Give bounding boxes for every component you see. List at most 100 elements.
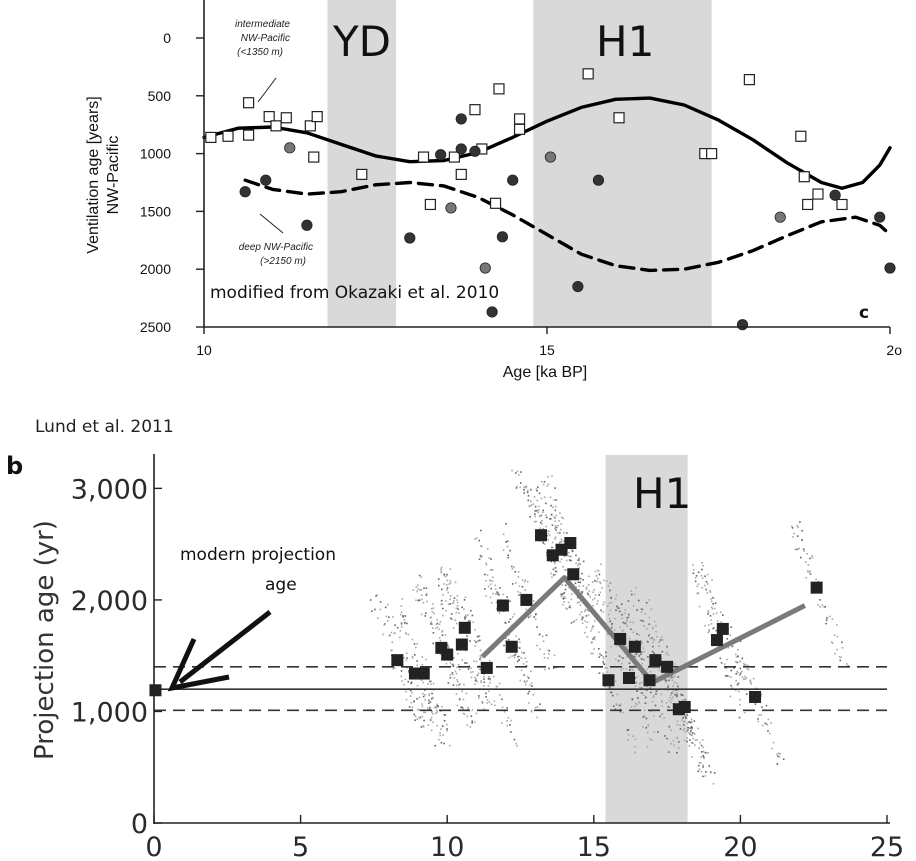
uncertainty-dot	[598, 672, 601, 674]
uncertainty-dot	[554, 517, 556, 519]
deep-point	[544, 151, 557, 163]
top-y-axis-title-1: Ventilation age [years]	[85, 96, 102, 253]
uncertainty-dot	[611, 622, 613, 625]
uncertainty-dot	[413, 713, 416, 716]
uncertainty-dot	[745, 663, 747, 666]
uncertainty-dot	[480, 556, 483, 558]
uncertainty-dot	[525, 661, 528, 663]
uncertainty-dot	[443, 719, 446, 722]
uncertainty-dot	[521, 585, 524, 588]
intermediate-label-1: intermediate	[235, 19, 290, 30]
uncertainty-dot	[630, 593, 633, 596]
uncertainty-dot	[587, 584, 590, 586]
uncertainty-dot	[434, 744, 436, 747]
uncertainty-dot	[474, 683, 476, 686]
uncertainty-dot	[745, 677, 748, 679]
uncertainty-dot	[490, 558, 492, 560]
uncertainty-dot	[579, 613, 581, 616]
uncertainty-dot	[418, 574, 421, 577]
uncertainty-dot	[603, 601, 606, 604]
uncertainty-dot	[504, 637, 507, 639]
uncertainty-dot	[735, 661, 737, 663]
uncertainty-dot	[545, 514, 547, 517]
uncertainty-dot	[562, 597, 564, 600]
uncertainty-dot	[707, 613, 709, 615]
uncertainty-dot	[639, 653, 642, 656]
uncertainty-dot	[819, 598, 821, 601]
uncertainty-dot	[697, 727, 699, 730]
uncertainty-dot	[405, 659, 408, 661]
uncertainty-dot	[652, 645, 654, 648]
bottom-x-tick-label: 10	[430, 832, 464, 861]
intermediate-point	[706, 148, 718, 160]
uncertainty-dot	[644, 612, 647, 615]
uncertainty-dot	[450, 617, 452, 620]
intermediate-point	[743, 74, 755, 86]
uncertainty-dot	[519, 641, 521, 643]
uncertainty-dot	[570, 588, 573, 591]
uncertainty-dot	[570, 555, 572, 558]
intermediate-point	[448, 151, 460, 163]
uncertainty-dot	[725, 675, 728, 678]
uncertainty-dot	[823, 606, 825, 608]
uncertainty-dot	[599, 582, 602, 585]
uncertainty-dot	[421, 692, 424, 695]
uncertainty-dot	[441, 603, 443, 605]
uncertainty-dot	[400, 622, 403, 625]
uncertainty-dot	[432, 713, 434, 715]
uncertainty-dot	[782, 758, 785, 760]
uncertainty-dot	[731, 687, 734, 689]
uncertainty-dot	[576, 601, 579, 604]
uncertainty-dot	[473, 660, 475, 662]
uncertainty-dot	[609, 609, 612, 612]
uncertainty-dot	[563, 595, 565, 598]
uncertainty-dot	[423, 719, 425, 722]
uncertainty-dot	[578, 557, 581, 560]
uncertainty-dot	[779, 753, 781, 755]
uncertainty-dot	[514, 571, 517, 573]
uncertainty-dot	[384, 606, 387, 609]
uncertainty-dot	[530, 504, 533, 506]
uncertainty-dot	[661, 700, 663, 702]
projection-point	[520, 593, 533, 606]
uncertainty-dot	[690, 720, 693, 723]
uncertainty-dot	[533, 496, 536, 498]
uncertainty-dot	[538, 634, 540, 636]
uncertainty-dot	[796, 524, 799, 527]
uncertainty-dot	[686, 737, 688, 739]
uncertainty-dot	[524, 684, 527, 686]
uncertainty-dot	[735, 673, 738, 675]
uncertainty-dot	[564, 569, 566, 571]
uncertainty-dot	[805, 576, 807, 579]
uncertainty-dot	[791, 527, 794, 529]
uncertainty-dot	[568, 606, 571, 609]
uncertainty-dot	[496, 591, 499, 593]
uncertainty-dot	[581, 592, 583, 594]
uncertainty-dot	[552, 574, 555, 576]
uncertainty-dot	[627, 728, 630, 731]
uncertainty-dot	[698, 747, 700, 749]
uncertainty-dot	[619, 626, 621, 628]
uncertainty-dot	[691, 755, 693, 758]
uncertainty-dot	[703, 757, 705, 759]
uncertainty-dot	[702, 746, 705, 749]
uncertainty-dot	[553, 562, 556, 565]
uncertainty-dot	[509, 618, 512, 620]
uncertainty-dot	[776, 763, 779, 765]
uncertainty-dot	[704, 584, 706, 587]
uncertainty-dot	[670, 729, 672, 732]
uncertainty-dot	[456, 601, 459, 604]
uncertainty-dot	[747, 664, 749, 667]
uncertainty-dot	[469, 726, 472, 728]
uncertainty-dot	[536, 644, 538, 647]
uncertainty-dot	[539, 527, 541, 530]
uncertainty-dot	[541, 635, 544, 638]
uncertainty-dot	[535, 520, 537, 523]
uncertainty-dot	[617, 607, 619, 609]
uncertainty-dot	[416, 664, 419, 667]
uncertainty-dot	[554, 487, 557, 489]
uncertainty-dot	[635, 703, 638, 706]
uncertainty-dot	[581, 617, 583, 620]
